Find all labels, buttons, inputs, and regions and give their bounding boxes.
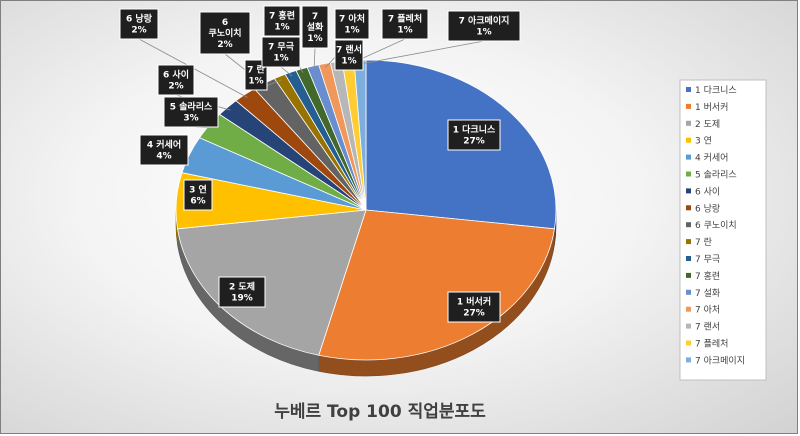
legend-entry: 7 란	[695, 236, 712, 248]
data-label-percent: 3%	[183, 114, 198, 124]
data-label-percent: 19%	[231, 294, 253, 304]
legend-swatch	[686, 120, 691, 126]
chart-title: 누베르 Top 100 직업분포도	[274, 402, 486, 422]
data-label-box	[263, 5, 301, 37]
legend-swatch	[686, 137, 691, 143]
legend-swatch	[686, 256, 691, 261]
data-label-box	[334, 8, 370, 40]
data-label-percent: 1%	[341, 57, 356, 67]
data-label-category: 7 란	[247, 64, 265, 76]
legend-entry: 7 아처	[695, 304, 720, 316]
data-label-category: 7 아처	[339, 13, 365, 25]
data-label-box	[199, 11, 251, 55]
legend-entry: 7 설화	[695, 288, 720, 299]
data-label-percent: 6%	[190, 197, 205, 207]
legend-entry: 4 커세어	[695, 153, 728, 164]
leader-line	[313, 47, 316, 70]
data-label-category: 7 랜서	[336, 44, 362, 56]
data-label-percent: 1%	[397, 26, 412, 36]
leader-line	[280, 66, 293, 77]
data-label-category: 7 플레처	[388, 13, 422, 25]
legend-box	[679, 79, 767, 381]
data-label-percent: 1%	[248, 77, 263, 87]
data-label-category: 7 홍련	[269, 10, 295, 22]
data-label-category: 2 도제	[229, 281, 255, 293]
data-label-percent: 27%	[463, 137, 485, 147]
data-label-box	[183, 179, 213, 211]
data-label-box	[447, 10, 521, 42]
legend-entry: 2 도제	[695, 119, 720, 130]
data-label-box	[139, 134, 189, 166]
pie-slice	[177, 209, 367, 356]
legend-entry: 1 다크니스	[695, 85, 737, 96]
data-label-category: 1 다크니스	[453, 124, 496, 136]
legend-swatch	[686, 357, 691, 363]
data-label-box	[301, 5, 329, 49]
data-label-percent: 27%	[463, 309, 485, 319]
data-label-category: 7	[312, 12, 318, 22]
legend-swatch	[686, 272, 691, 278]
data-label-category: 6	[222, 18, 228, 28]
legend-swatch	[686, 205, 691, 211]
legend-entry: 3 연	[695, 136, 712, 147]
legend-entry: 7 랜서	[695, 322, 720, 333]
legend-entry: 1 버서커	[695, 102, 728, 113]
data-label-category: 6 낭랑	[126, 13, 153, 25]
legend-swatch	[686, 171, 691, 177]
legend-swatch	[686, 239, 691, 245]
legend-entry: 7 플레처	[695, 338, 728, 350]
data-label-category: 쿠노이치	[208, 27, 241, 39]
legend: 1 다크니스 1 버서커 2 도제 3 연 4 커세어 5 솔라리스 6 사이 6 낭랑 6 쿠…	[679, 79, 767, 381]
data-label-box	[447, 291, 501, 323]
data-label-percent: 1%	[274, 23, 289, 33]
data-label-category: 5 솔라리스	[170, 101, 213, 113]
legend-swatch	[686, 87, 691, 92]
leader-line	[360, 40, 485, 65]
data-label-box	[381, 8, 429, 40]
data-label-percent: 2%	[131, 26, 146, 36]
legend-entry: 7 무극	[695, 254, 720, 265]
data-label-box	[218, 276, 266, 308]
legend-entry: 6 낭랑	[695, 202, 720, 214]
legend-swatch	[686, 188, 691, 194]
data-label-percent: 2%	[217, 40, 232, 50]
legend-swatch	[686, 306, 691, 312]
data-label-category: 7 아크메이지	[459, 15, 510, 27]
legend-entry: 5 솔라리스	[695, 170, 737, 181]
legend-swatch	[686, 340, 691, 346]
data-label-category: 7 무극	[268, 42, 295, 53]
legend-swatch	[686, 323, 691, 329]
legend-swatch	[686, 222, 691, 228]
data-label-category: 4 커세어	[147, 139, 181, 151]
data-label-box	[334, 39, 364, 71]
data-label-category: 1 버서커	[457, 296, 491, 308]
data-label-box	[447, 119, 501, 151]
legend-entry: 7 아크메이지	[695, 355, 745, 366]
data-label-box	[157, 64, 195, 96]
data-label-percent: 1%	[476, 28, 491, 38]
legend-entry: 7 홍련	[695, 270, 720, 282]
data-label-percent: 1%	[344, 26, 359, 36]
data-label-percent: 4%	[156, 152, 171, 162]
legend-swatch	[686, 103, 691, 109]
data-label-percent: 1%	[273, 54, 288, 64]
data-label-box	[261, 36, 301, 68]
legend-swatch	[686, 289, 691, 295]
data-label-percent: 1%	[307, 34, 322, 44]
data-label-category: 3 연	[189, 185, 207, 196]
legend-swatch	[686, 154, 691, 160]
data-label-category: 6 사이	[163, 69, 189, 81]
pie-slice	[318, 209, 555, 361]
data-label-box	[163, 96, 219, 128]
data-label-box	[119, 8, 159, 40]
legend-entry: 6 사이	[695, 186, 720, 197]
data-label-percent: 2%	[168, 82, 183, 92]
legend-entry: 6 쿠노이치	[695, 219, 737, 231]
data-label-category: 설화	[307, 21, 324, 33]
